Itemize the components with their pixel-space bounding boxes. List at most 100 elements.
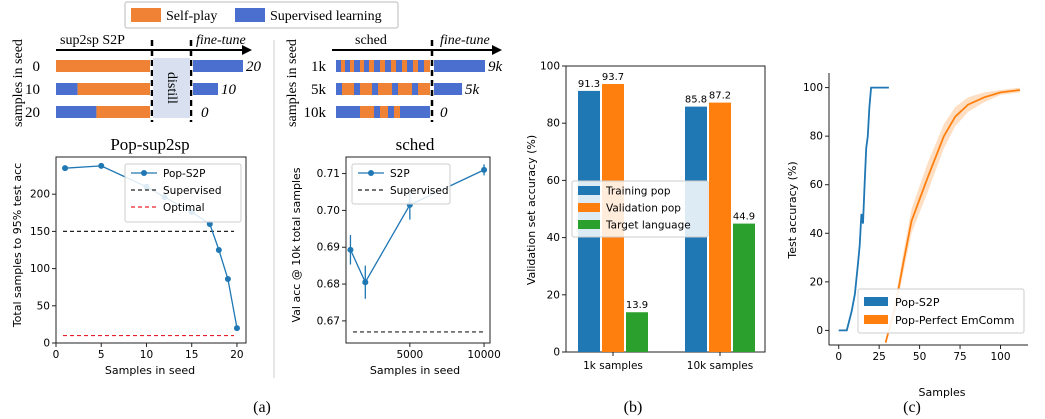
confidence-band-pop-perfect-emcomm — [885, 87, 1020, 343]
y-tick-label: 100 — [30, 263, 50, 275]
legend-frame — [351, 163, 451, 205]
y-tick-label: 0 — [816, 325, 823, 337]
y-tick-label: 80 — [810, 131, 823, 143]
x-axis-label: Samples — [919, 386, 966, 399]
y-tick-label: 40 — [810, 228, 823, 240]
seed-segment-supervised — [388, 106, 394, 118]
data-point-pop-s2p — [98, 162, 105, 169]
legend-label-supervised: Supervised learning — [270, 9, 382, 24]
row-value: 0 — [440, 105, 448, 121]
y-tick-label: 100 — [803, 82, 823, 94]
seed-bar-self-play — [96, 106, 150, 118]
x-tick-label: 10 — [140, 349, 153, 361]
panel-label-b: (b) — [624, 399, 643, 416]
seed-segment-supervised — [354, 60, 360, 72]
x-tick-label: 0 — [835, 351, 842, 363]
y-tick-label: 60 — [547, 175, 560, 187]
seed-segment-supervised — [336, 106, 360, 118]
legend-label: Training pop — [605, 186, 671, 198]
bar-validation-pop — [709, 102, 731, 352]
schematic-title-sup2sp: sup2sp S2P — [60, 33, 125, 48]
x-tick-label: 50 — [913, 351, 926, 363]
legend: S2P Supervised — [351, 163, 451, 205]
chart-validation-accuracy: Validation set accuracy (%) 0 20 40 60 80 100… — [525, 61, 766, 372]
seed-bar-self-play — [77, 83, 150, 95]
seed-segment-supervised — [336, 60, 341, 72]
seed-segment-supervised — [400, 106, 430, 118]
legend-label: S2P — [390, 168, 410, 180]
legend: Training pop Validation pop Target languag… — [571, 180, 709, 238]
legend-label: Optimal — [163, 202, 205, 214]
y-tick-label: 150 — [30, 226, 50, 238]
seed-segment-self-play — [380, 60, 385, 72]
bar-value-label: 87.2 — [709, 91, 731, 102]
seed-segment-supervised — [385, 60, 391, 72]
legend-frame — [571, 180, 709, 238]
row-value: 10 — [221, 82, 237, 98]
y-tick-label: 80 — [547, 118, 560, 130]
panel-label-a: (a) — [253, 399, 271, 416]
legend-swatch-self-play — [131, 8, 161, 22]
bar-value-label: 13.9 — [626, 300, 648, 311]
y-tick-label: 60 — [810, 179, 823, 191]
x-tick-label: 0 — [53, 349, 60, 361]
schematic-title-sched: sched — [355, 33, 387, 48]
seed-segment-supervised — [374, 60, 380, 72]
distill-box — [153, 58, 190, 118]
seed-segment-self-play — [360, 60, 364, 72]
x-axis-label: Samples in seed — [370, 364, 460, 377]
y-tick-label: 100 — [540, 61, 560, 73]
data-point-s2p — [481, 166, 488, 173]
legend-label: Pop-S2P — [163, 168, 206, 180]
plot-lines — [838, 86, 1021, 343]
chart-area: 0 20 40 60 80 100 0 25 50 75 100 Pop-S2P Pop-Perfect… — [803, 73, 1028, 363]
legend-label: Supervised — [390, 185, 449, 197]
legend-swatch — [864, 315, 888, 324]
row-value: 0 — [201, 105, 209, 121]
x-tick-label: 20 — [230, 349, 243, 361]
y-axis-label: Validation set accuracy (%) — [525, 135, 538, 285]
seed-segment-self-play — [394, 106, 400, 118]
x-tick-label: 10000 — [467, 349, 500, 361]
y-tick-label: 40 — [547, 232, 560, 244]
seed-segment-self-play — [418, 83, 430, 95]
seed-segment-self-play — [350, 60, 354, 72]
finetune-bar — [434, 60, 485, 72]
y-tick-label: 0.69 — [317, 242, 340, 254]
schematic-sched: sched fine-tune samples in seed 1k 9k 5k 5k… — [285, 33, 503, 127]
schematic-arrowhead-sched — [492, 45, 502, 55]
legend: Pop-S2P Pop-Perfect EmComm — [857, 288, 1025, 334]
plot-frame — [55, 156, 247, 344]
schematic-arrowhead — [242, 45, 252, 55]
legend-swatch — [578, 186, 600, 195]
seed-segment-supervised — [345, 60, 350, 72]
y-tick-label: 0.70 — [317, 205, 340, 217]
legend-label: Pop-Perfect EmComm — [895, 314, 1014, 327]
seed-segment-supervised — [392, 83, 398, 95]
row-value: 9k — [488, 59, 503, 75]
schematic-ylabel-sched: samples in seed — [285, 39, 300, 127]
chart-title: Pop-sup2sp — [110, 135, 189, 154]
row-label: 0 — [33, 59, 41, 75]
bar-target-language — [733, 223, 755, 352]
seed-segment-self-play — [360, 106, 374, 118]
y-tick-label: 0 — [553, 347, 560, 359]
y-axis-label: Test accuracy (%) — [786, 161, 799, 259]
data-point-pop-s2p — [215, 247, 222, 253]
data-point-pop-s2p — [224, 276, 231, 283]
row-label: 1k — [311, 59, 327, 75]
data-point-s2p — [362, 279, 369, 286]
finetune-bar — [193, 83, 218, 95]
legend-swatch — [864, 297, 888, 306]
series-line-pop-perfect-emcomm — [884, 89, 1021, 343]
legend-label: Pop-S2P — [895, 296, 940, 309]
y-axis-label: Total samples to 95% test acc — [11, 163, 24, 328]
legend-marker — [368, 170, 374, 176]
seed-segment-self-play — [360, 83, 372, 95]
schematic-rows-sched: 1k 9k 5k 5k 10k 0 — [304, 59, 503, 121]
seed-segment-self-play — [341, 60, 345, 72]
y-tick-label: 200 — [30, 189, 50, 201]
data-point-pop-s2p — [233, 325, 240, 332]
seed-segment-self-play — [380, 106, 388, 118]
schematic-finetune-label: fine-tune — [196, 33, 246, 48]
